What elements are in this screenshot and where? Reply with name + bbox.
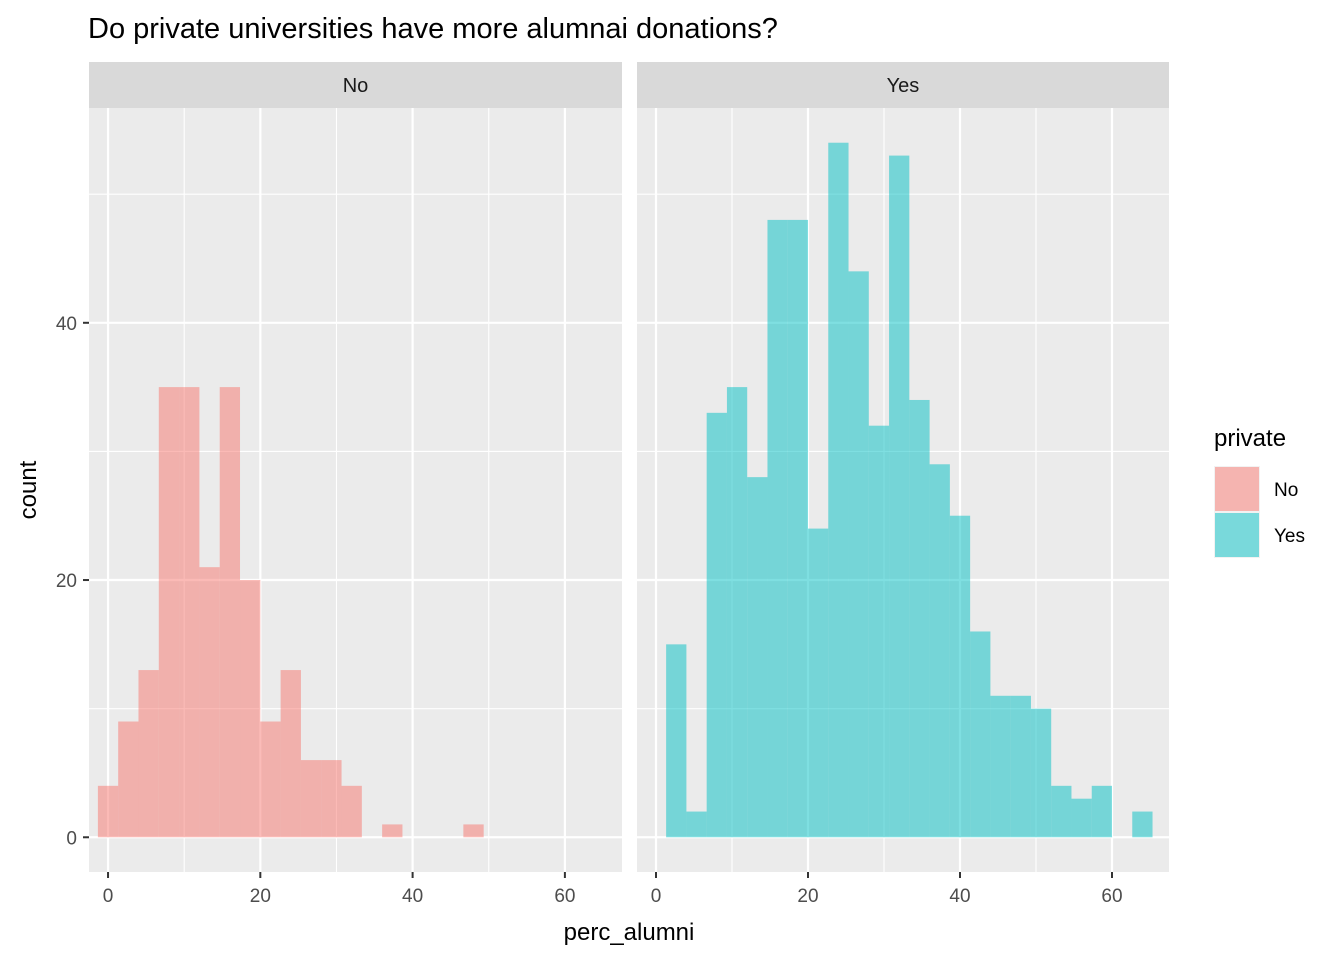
histogram-bar	[1071, 798, 1092, 838]
histogram-bar	[321, 760, 342, 838]
facet-panel-no: No 0 20 40 60	[89, 62, 622, 907]
y-tick-label: 20	[56, 571, 77, 592]
histogram-bar	[138, 670, 159, 838]
histogram-bar	[1010, 695, 1031, 838]
histogram-bar	[1051, 785, 1072, 838]
y-tick-label: 0	[66, 828, 77, 849]
histogram-bar	[706, 412, 727, 838]
histogram-bar	[341, 785, 362, 838]
histogram-bar	[1091, 785, 1113, 838]
histogram-bar	[179, 387, 200, 838]
histogram-bar	[868, 425, 890, 838]
legend: private No Yes	[1214, 425, 1305, 558]
histogram-bar	[1132, 811, 1153, 838]
histogram-bar	[828, 142, 849, 838]
x-tick-label: 0	[651, 886, 662, 907]
histogram-bar	[280, 670, 301, 838]
histogram-bar	[787, 219, 809, 838]
x-tick-label: 20	[797, 886, 818, 907]
x-axis-title: perc_alumni	[564, 919, 695, 946]
x-tick-label: 40	[949, 886, 970, 907]
facet-strip	[637, 62, 1169, 108]
y-axis: 0 20 40	[56, 314, 89, 849]
histogram-bar	[807, 528, 829, 838]
facet-strip	[89, 62, 622, 108]
histogram-bar	[260, 721, 281, 838]
x-tick-label: 60	[554, 886, 575, 907]
legend-label-no: No	[1274, 480, 1298, 501]
histogram-bar	[848, 271, 869, 838]
histogram-bar	[666, 644, 687, 838]
histogram-bar	[219, 387, 241, 838]
legend-key-yes	[1215, 513, 1259, 557]
histogram-bar	[747, 477, 768, 838]
histogram-bar	[990, 695, 1011, 838]
histogram-bar	[300, 760, 322, 838]
histogram-bar	[1030, 708, 1052, 838]
x-tick-label: 60	[1101, 886, 1122, 907]
histogram-bar	[767, 219, 788, 838]
legend-key-no	[1215, 467, 1259, 511]
histogram-bar	[118, 721, 139, 838]
x-tick-label: 0	[103, 886, 114, 907]
histogram-bar	[970, 631, 991, 838]
histogram-bar	[726, 387, 748, 838]
histogram-bar	[240, 580, 261, 838]
legend-label-yes: Yes	[1274, 526, 1305, 547]
facet-panel-yes: Yes 0 20 40 60	[637, 62, 1169, 907]
facet-strip-label: No	[343, 75, 369, 97]
facets: No 0 20 40 60 Yes 0 20 40 60	[89, 62, 1169, 907]
x-tick-label: 40	[402, 886, 423, 907]
histogram-bar	[929, 464, 950, 838]
histogram-bar	[889, 155, 910, 838]
facet-strip-label: Yes	[887, 75, 920, 97]
histogram-bar	[158, 387, 180, 838]
histogram-bar	[463, 824, 484, 838]
chart-title: Do private universities have more alumna…	[88, 13, 778, 45]
legend-title: private	[1214, 425, 1286, 452]
histogram-bar	[199, 567, 220, 838]
histogram-bar	[909, 399, 930, 838]
histogram-bar	[382, 824, 403, 838]
y-axis-title: count	[15, 460, 42, 519]
histogram-bar	[686, 811, 707, 838]
y-tick-label: 40	[56, 314, 77, 335]
histogram-bar	[97, 785, 119, 838]
x-tick-label: 20	[250, 886, 271, 907]
histogram-bar	[949, 515, 971, 838]
